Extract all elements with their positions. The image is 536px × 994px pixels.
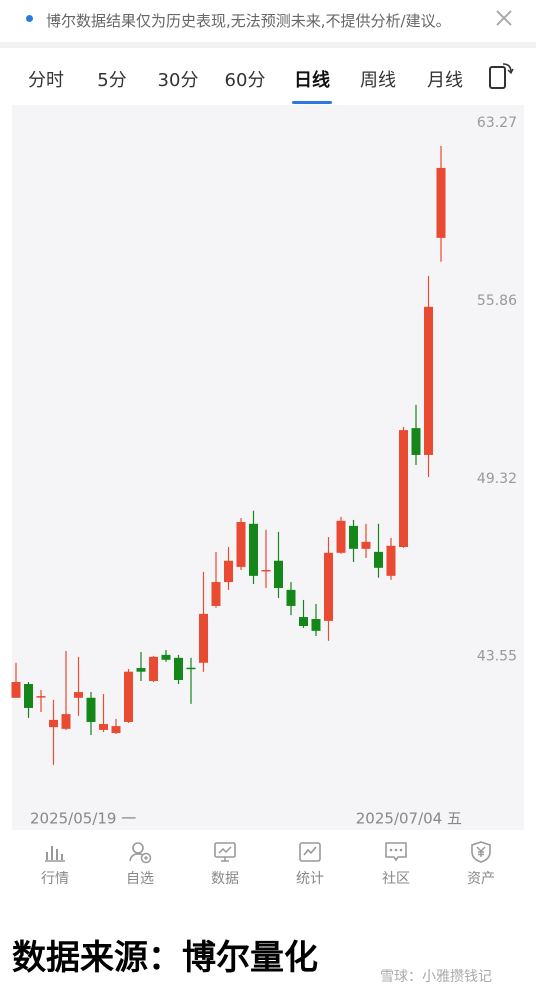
candle-body bbox=[211, 582, 221, 606]
nav-label: 社区 bbox=[382, 871, 410, 887]
period-tab[interactable]: 分时 bbox=[28, 70, 64, 91]
candle-body bbox=[274, 560, 283, 588]
candle-body bbox=[299, 617, 308, 627]
candle-body bbox=[411, 428, 421, 455]
candle-body bbox=[199, 613, 208, 663]
candle-body bbox=[336, 520, 346, 553]
period-tab[interactable]: 60分 bbox=[224, 70, 266, 91]
candle-body bbox=[24, 684, 33, 708]
nav-label: 统计 bbox=[296, 871, 324, 887]
candle-body bbox=[224, 560, 233, 583]
nav-icon bbox=[299, 842, 321, 862]
x-axis-label: 2025/05/19 一 bbox=[30, 810, 136, 828]
nav-label: 自选 bbox=[126, 871, 154, 887]
watermark: 雪球：小雅攒钱记 bbox=[380, 969, 492, 985]
candle-body bbox=[261, 569, 271, 572]
x-axis-label: 2025/07/04 五 bbox=[356, 810, 462, 828]
y-tick-label: 49.32 bbox=[477, 471, 517, 487]
candle-body bbox=[149, 656, 158, 682]
candle-body bbox=[111, 726, 121, 733]
candle-body bbox=[86, 697, 96, 722]
nav-icon bbox=[45, 846, 65, 862]
nav-item[interactable]: 数据 bbox=[195, 840, 255, 888]
bottom-nav: 行情 自选 数据 统计 社区 资产 bbox=[0, 832, 536, 898]
y-tick-label: 63.27 bbox=[477, 115, 517, 131]
candle-body bbox=[361, 541, 371, 549]
candle-body bbox=[74, 692, 83, 698]
nav-icon bbox=[214, 842, 236, 862]
kline-chart: 63.27 55.86 49.32 43.55 2025/05/19 一 2025/07/… bbox=[11, 114, 518, 828]
period-tab[interactable]: 5分 bbox=[97, 70, 127, 91]
nav-item[interactable]: 行情 bbox=[25, 840, 85, 888]
candle-body bbox=[99, 724, 108, 730]
notice-dot bbox=[26, 15, 33, 22]
close-button[interactable] bbox=[494, 8, 514, 28]
period-tab[interactable]: 日线 bbox=[294, 66, 330, 92]
notice-bar: 博尔数据结果仅为历史表现,无法预测未来,不提供分析/建议。 bbox=[0, 0, 536, 40]
nav-icon bbox=[129, 842, 152, 864]
candle-body bbox=[11, 682, 21, 698]
nav-icon bbox=[385, 842, 407, 862]
y-tick-label: 55.86 bbox=[477, 293, 517, 309]
candle-body bbox=[349, 525, 358, 549]
period-tabs: 分时 5分 30分 60分 日线 周线 月线 bbox=[0, 52, 536, 104]
nav-icon bbox=[471, 841, 491, 863]
candle-body bbox=[286, 589, 296, 606]
period-tab[interactable]: 30分 bbox=[157, 70, 199, 91]
candle-body bbox=[174, 657, 183, 681]
candle-body bbox=[136, 668, 146, 672]
candle-body bbox=[249, 523, 258, 576]
candle-body bbox=[36, 696, 46, 698]
candle-body bbox=[436, 167, 446, 238]
candle-body bbox=[386, 545, 396, 576]
candle-body bbox=[61, 714, 71, 729]
nav-label: 资产 bbox=[467, 871, 495, 887]
candle-body bbox=[324, 552, 333, 621]
nav-item[interactable]: 资产 bbox=[451, 840, 511, 888]
candle-body bbox=[424, 306, 433, 455]
candle-body bbox=[49, 719, 58, 728]
nav-item[interactable]: 社区 bbox=[366, 840, 426, 888]
candle-body bbox=[236, 522, 246, 567]
y-tick-label: 43.55 bbox=[477, 649, 517, 665]
rotate-button[interactable] bbox=[488, 62, 514, 90]
candle-body bbox=[374, 551, 383, 568]
candle-body bbox=[124, 671, 133, 722]
candle-body bbox=[186, 667, 196, 670]
separator bbox=[0, 42, 536, 48]
nav-item[interactable]: 统计 bbox=[280, 840, 340, 888]
candle-body bbox=[311, 618, 321, 631]
source-text: 数据来源：博尔量化 bbox=[12, 938, 318, 978]
notice-text: 博尔数据结果仅为历史表现,无法预测未来,不提供分析/建议。 bbox=[46, 12, 451, 30]
period-tab[interactable]: 月线 bbox=[427, 70, 463, 91]
nav-label: 行情 bbox=[41, 871, 69, 887]
candle-body bbox=[399, 430, 408, 548]
candle-body bbox=[161, 654, 171, 660]
period-tab[interactable]: 周线 bbox=[360, 70, 396, 91]
nav-item[interactable]: 自选 bbox=[110, 840, 170, 888]
nav-label: 数据 bbox=[211, 871, 239, 887]
